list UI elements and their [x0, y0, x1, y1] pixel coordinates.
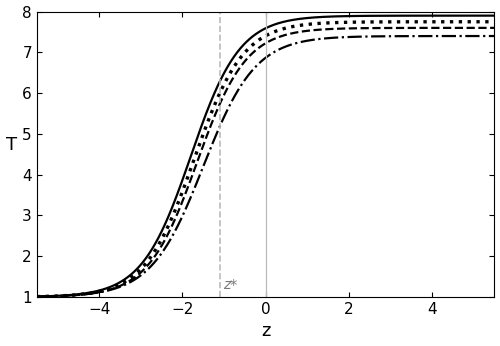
Y-axis label: T: T — [6, 136, 16, 154]
X-axis label: z: z — [261, 322, 270, 340]
Text: z*: z* — [223, 278, 237, 292]
